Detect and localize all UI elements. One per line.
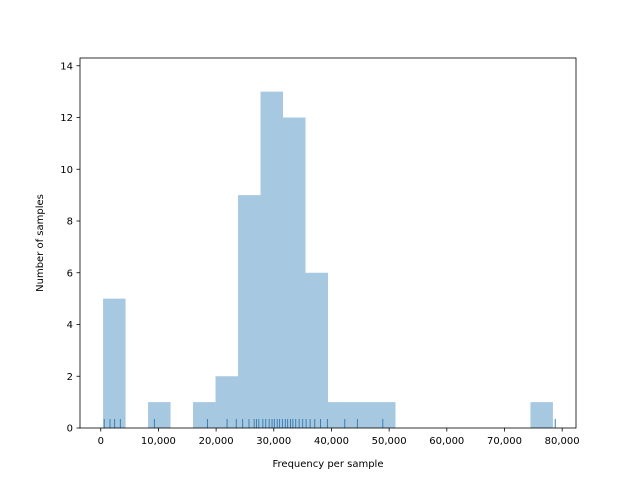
histogram-bar — [530, 402, 553, 428]
rug-marks — [103, 419, 556, 428]
x-tick-label: 30,000 — [256, 436, 291, 447]
y-axis-ticks: 0 2 4 6 8 10 12 14 — [60, 61, 80, 435]
y-tick-label: 0 — [67, 424, 73, 435]
x-tick-label: 70,000 — [487, 436, 522, 447]
x-axis-label: Frequency per sample — [273, 459, 384, 470]
histogram-bar — [328, 402, 351, 428]
histogram-bar — [305, 272, 328, 428]
x-axis-ticks: 0 10,000 20,000 30,000 40,000 50,000 60,000 70,… — [98, 428, 580, 447]
x-tick-label: 80,000 — [545, 436, 580, 447]
y-tick-label: 12 — [60, 113, 73, 124]
y-tick-label: 2 — [67, 372, 73, 383]
x-tick-label: 60,000 — [429, 436, 464, 447]
histogram-bar — [260, 91, 284, 429]
x-tick-label: 50,000 — [372, 436, 407, 447]
y-tick-label: 10 — [60, 165, 73, 176]
x-tick-label: 0 — [98, 436, 104, 447]
histogram-bar — [238, 195, 261, 428]
histogram-bar — [350, 402, 373, 428]
y-tick-label: 8 — [67, 217, 73, 228]
x-tick-label: 10,000 — [141, 436, 176, 447]
y-axis-label: Number of samples — [35, 194, 46, 292]
x-tick-label: 40,000 — [314, 436, 349, 447]
histogram-bar — [372, 402, 396, 428]
histogram-bar — [215, 376, 239, 428]
plot-frame — [79, 57, 577, 429]
x-tick-label: 20,000 — [199, 436, 234, 447]
y-tick-label: 14 — [60, 61, 73, 72]
histogram-bars — [103, 91, 553, 429]
histogram-bar — [283, 117, 306, 428]
y-tick-label: 4 — [67, 320, 73, 331]
histogram-bar — [193, 402, 216, 428]
histogram-bar — [148, 402, 171, 428]
histogram-bar — [103, 298, 126, 428]
y-tick-label: 6 — [67, 268, 73, 279]
